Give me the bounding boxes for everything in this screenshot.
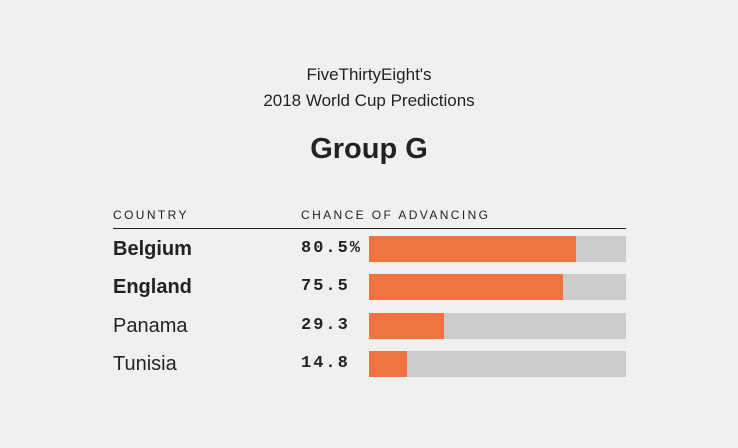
header-divider [113, 228, 626, 229]
table-row: England 75.5 [113, 274, 626, 300]
chart-subtitle: 2018 World Cup Predictions [263, 91, 475, 110]
group-title: Group G [310, 133, 428, 165]
bar [369, 274, 564, 300]
bar-track [369, 236, 626, 262]
value-label: 29.3 [301, 316, 350, 335]
country-label: England [113, 276, 192, 298]
bar [369, 236, 576, 262]
chart-header: FiveThirtyEight's 2018 World Cup Predict… [0, 62, 738, 114]
table-row: Tunisia 14.8 [113, 351, 626, 377]
bar-track [369, 274, 626, 300]
value-label: 75.5 [301, 277, 350, 296]
column-header-chance: CHANCE OF ADVANCING [301, 208, 491, 222]
value-label: 14.8 [301, 354, 350, 373]
bar [369, 351, 408, 377]
publisher-title: FiveThirtyEight's [306, 65, 432, 84]
table-row: Panama 29.3 [113, 313, 626, 339]
bar-track [369, 351, 626, 377]
country-label: Tunisia [113, 353, 177, 375]
country-label: Belgium [113, 238, 192, 260]
value-label: 80.5% [301, 239, 363, 258]
table-row: Belgium 80.5% [113, 236, 626, 262]
column-header-country: COUNTRY [113, 208, 189, 222]
country-label: Panama [113, 315, 188, 337]
bar [369, 313, 445, 339]
bar-track [369, 313, 626, 339]
